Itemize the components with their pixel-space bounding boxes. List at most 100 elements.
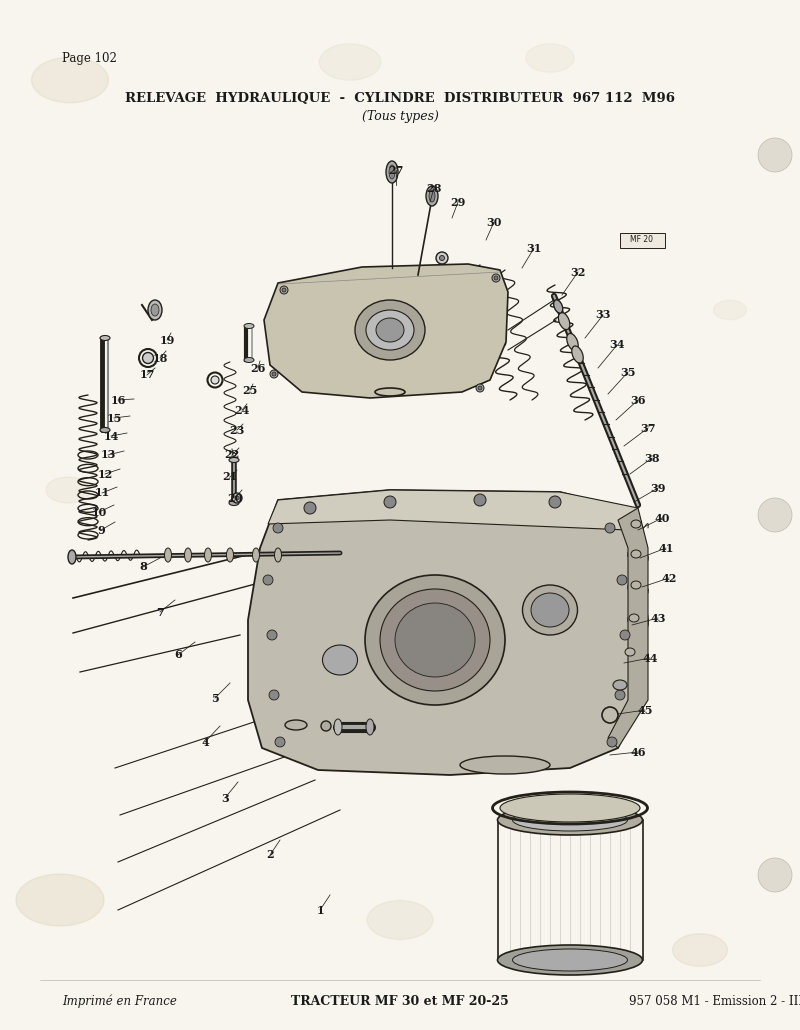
- Ellipse shape: [16, 874, 104, 926]
- Ellipse shape: [31, 58, 109, 103]
- Circle shape: [384, 496, 396, 508]
- Text: 35: 35: [620, 367, 636, 378]
- Ellipse shape: [46, 477, 90, 503]
- Ellipse shape: [151, 304, 159, 316]
- Text: 11: 11: [94, 487, 110, 499]
- Ellipse shape: [355, 300, 425, 360]
- Text: 39: 39: [650, 482, 666, 493]
- Text: 22: 22: [224, 449, 240, 460]
- Text: 36: 36: [630, 394, 646, 406]
- Circle shape: [273, 523, 283, 533]
- Ellipse shape: [631, 520, 641, 528]
- Ellipse shape: [285, 720, 307, 730]
- Text: 1: 1: [316, 904, 324, 916]
- Text: 32: 32: [570, 267, 586, 277]
- Ellipse shape: [426, 186, 438, 206]
- Circle shape: [549, 496, 561, 508]
- Text: 10: 10: [91, 507, 106, 517]
- Text: 14: 14: [103, 431, 118, 442]
- Ellipse shape: [226, 548, 234, 562]
- Ellipse shape: [494, 276, 498, 280]
- Ellipse shape: [270, 370, 278, 378]
- Ellipse shape: [165, 548, 171, 562]
- Ellipse shape: [229, 457, 239, 462]
- Ellipse shape: [211, 376, 219, 384]
- Ellipse shape: [100, 427, 110, 433]
- Text: 41: 41: [658, 543, 674, 553]
- Circle shape: [605, 523, 615, 533]
- Ellipse shape: [366, 719, 374, 735]
- Text: 30: 30: [486, 216, 502, 228]
- Text: 24: 24: [234, 405, 250, 415]
- Text: MF 20: MF 20: [630, 236, 654, 244]
- Text: 6: 6: [174, 650, 182, 660]
- Ellipse shape: [366, 310, 414, 350]
- Ellipse shape: [244, 323, 254, 329]
- Ellipse shape: [367, 900, 433, 939]
- Ellipse shape: [100, 336, 110, 341]
- Ellipse shape: [272, 372, 276, 376]
- Text: 29: 29: [450, 197, 466, 207]
- Ellipse shape: [498, 945, 642, 975]
- Circle shape: [267, 630, 277, 640]
- Ellipse shape: [513, 949, 627, 971]
- Circle shape: [275, 737, 285, 747]
- Ellipse shape: [395, 603, 475, 677]
- Circle shape: [758, 858, 792, 892]
- Ellipse shape: [436, 252, 448, 264]
- Text: 20: 20: [227, 492, 242, 504]
- Text: 27: 27: [388, 165, 404, 175]
- Ellipse shape: [321, 721, 331, 731]
- Ellipse shape: [554, 300, 562, 313]
- Ellipse shape: [380, 589, 490, 691]
- Circle shape: [758, 138, 792, 172]
- Text: 43: 43: [650, 613, 666, 623]
- Circle shape: [758, 497, 792, 533]
- Text: 34: 34: [610, 340, 625, 350]
- Text: 26: 26: [250, 363, 266, 374]
- Ellipse shape: [205, 548, 211, 562]
- Circle shape: [269, 690, 279, 700]
- Text: 38: 38: [644, 452, 660, 464]
- Ellipse shape: [376, 318, 404, 342]
- Text: 40: 40: [654, 513, 670, 523]
- Ellipse shape: [365, 575, 505, 705]
- Text: 28: 28: [426, 182, 442, 194]
- Text: 17: 17: [139, 370, 154, 380]
- Text: 8: 8: [139, 561, 147, 573]
- Ellipse shape: [476, 384, 484, 392]
- Ellipse shape: [244, 357, 254, 363]
- Ellipse shape: [625, 648, 635, 656]
- Text: TRACTEUR MF 30 et MF 20-25: TRACTEUR MF 30 et MF 20-25: [291, 995, 509, 1008]
- Ellipse shape: [253, 548, 259, 562]
- Polygon shape: [248, 490, 648, 775]
- Text: 45: 45: [638, 705, 653, 716]
- Polygon shape: [268, 490, 638, 530]
- Ellipse shape: [334, 719, 342, 735]
- Text: RELEVAGE  HYDRAULIQUE  -  CYLINDRE  DISTRIBUTEUR  967 112  M96: RELEVAGE HYDRAULIQUE - CYLINDRE DISTRIBU…: [125, 92, 675, 105]
- Ellipse shape: [185, 548, 191, 562]
- Text: 23: 23: [230, 424, 245, 436]
- Text: 37: 37: [640, 422, 656, 434]
- Text: Imprimé en France: Imprimé en France: [62, 995, 177, 1008]
- Text: 18: 18: [152, 352, 168, 364]
- Ellipse shape: [429, 190, 435, 202]
- Ellipse shape: [229, 501, 239, 506]
- Ellipse shape: [322, 645, 358, 675]
- Text: 7: 7: [156, 607, 164, 618]
- Ellipse shape: [142, 352, 154, 364]
- Ellipse shape: [629, 614, 639, 622]
- Text: 21: 21: [222, 472, 238, 482]
- Ellipse shape: [631, 581, 641, 589]
- Ellipse shape: [274, 548, 282, 562]
- Ellipse shape: [280, 286, 288, 294]
- Text: 42: 42: [662, 573, 677, 584]
- Ellipse shape: [389, 165, 395, 179]
- Ellipse shape: [558, 312, 570, 330]
- Ellipse shape: [531, 593, 569, 627]
- Text: 9: 9: [97, 524, 105, 536]
- Ellipse shape: [460, 756, 550, 774]
- Text: 4: 4: [201, 736, 209, 748]
- Text: Page 102: Page 102: [62, 52, 117, 65]
- Circle shape: [474, 494, 486, 506]
